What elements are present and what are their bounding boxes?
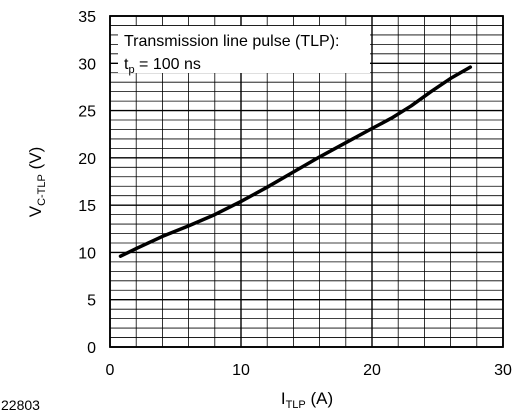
y-tick-label: 25 (78, 104, 96, 121)
series-line (118, 65, 473, 258)
x-tick-label: 10 (232, 362, 250, 379)
x-tick-label: 0 (106, 362, 115, 379)
x-axis-label-main: I (281, 389, 286, 408)
annotation-line-2: tp = 100 ns (124, 56, 201, 76)
annotation-line-1: Transmission line pulse (TLP): (124, 33, 339, 50)
y-axis-label-units: (V) (26, 147, 45, 170)
y-tick-label: 0 (87, 340, 96, 357)
plot-frame (109, 15, 504, 348)
y-tick-label: 10 (78, 245, 96, 262)
figure-id: 22803 (1, 397, 40, 413)
x-tick-label: 30 (494, 362, 512, 379)
annotation-duration: = 100 ns (135, 56, 201, 73)
x-axis-label-subscript: TLP (286, 399, 306, 411)
x-axis-label: ITLP (A) (281, 389, 333, 411)
x-tick-label: 20 (363, 362, 381, 379)
y-tick-label: 20 (78, 151, 96, 168)
y-axis-label-subscript: C-TLP (36, 174, 48, 206)
annotation-t-subscript: p (128, 64, 134, 76)
y-tick-label: 5 (87, 293, 96, 310)
annotation-background (118, 26, 370, 73)
x-tick-labels: 0 10 20 30 (106, 362, 512, 379)
y-tick-label: 15 (78, 198, 96, 215)
x-axis-label-units: (A) (310, 389, 333, 408)
y-tick-label: 30 (78, 56, 96, 73)
y-tick-labels: 0 5 10 15 20 25 30 35 (78, 9, 96, 357)
y-axis-label: VC-TLP (V) (26, 147, 48, 218)
y-axis-label-main: V (26, 205, 45, 217)
y-tick-label: 35 (78, 9, 96, 26)
annotation-t: t (124, 56, 129, 73)
